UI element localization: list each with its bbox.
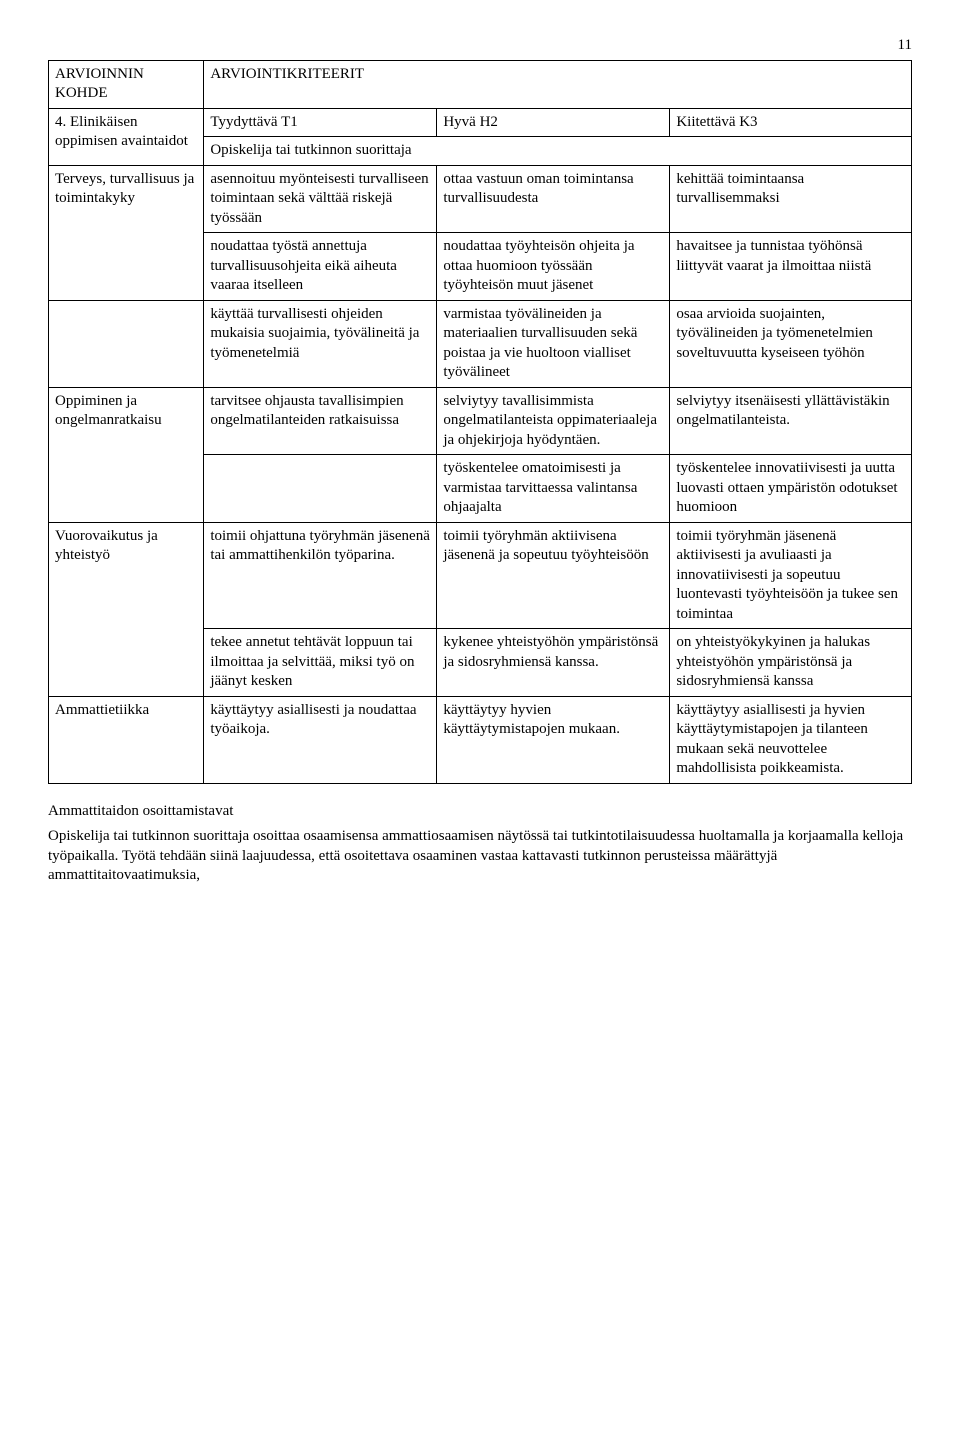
cell-k3: käyttäytyy asiallisesti ja hyvien käyttä… — [670, 696, 912, 783]
row-label: Vuorovaikutus ja yhteistyö — [49, 522, 204, 696]
level-k3: Kiitettävä K3 — [670, 108, 912, 137]
cell-k3: on yhteistyökykyinen ja halukas yhteisty… — [670, 629, 912, 697]
cell-h2: työskentelee omatoimisesti ja varmistaa … — [437, 455, 670, 523]
cell-h2: kykenee yhteistyöhön ympäristönsä ja sid… — [437, 629, 670, 697]
cell-t1: noudattaa työstä annettuja turvallisuuso… — [204, 233, 437, 301]
cell-h2: ottaa vastuun oman toimintansa turvallis… — [437, 165, 670, 233]
cell-k3: osaa arvioida suojainten, työvälineiden … — [670, 300, 912, 387]
cell-t1 — [204, 455, 437, 523]
section-title: 4. Elinikäisen oppimisen avaintaidot — [49, 108, 204, 165]
row-label: Oppiminen ja ongelmanratkaisu — [49, 387, 204, 522]
criteria-table: ARVIOINNIN KOHDE ARVIOINTIKRITEERIT 4. E… — [48, 60, 912, 784]
cell-h2: käyttäytyy hyvien käyttäytymistapojen mu… — [437, 696, 670, 783]
row-label — [49, 300, 204, 387]
row-label: Terveys, turvallisuus ja toimintakyky — [49, 165, 204, 300]
cell-t1: tekee annetut tehtävät loppuun tai ilmoi… — [204, 629, 437, 697]
cell-t1: asennoituu myönteisesti turvalliseen toi… — [204, 165, 437, 233]
cell-k3: havaitsee ja tunnistaa työhönsä liittyvä… — [670, 233, 912, 301]
level-t1: Tyydyttävä T1 — [204, 108, 437, 137]
header-left: ARVIOINNIN KOHDE — [49, 60, 204, 108]
row-label: Ammattietiikka — [49, 696, 204, 783]
cell-k3: työskentelee innovatiivisesti ja uutta l… — [670, 455, 912, 523]
table-levels-row: 4. Elinikäisen oppimisen avaintaidot Tyy… — [49, 108, 912, 137]
table-row: Ammattietiikka käyttäytyy asiallisesti j… — [49, 696, 912, 783]
table-row: Vuorovaikutus ja yhteistyö toimii ohjatt… — [49, 522, 912, 629]
body-text: Ammattitaidon osoittamistavat Opiskelija… — [48, 802, 912, 886]
cell-t1: käyttää turvallisesti ohjeiden mukaisia … — [204, 300, 437, 387]
table-header-row: ARVIOINNIN KOHDE ARVIOINTIKRITEERIT — [49, 60, 912, 108]
table-row: Terveys, turvallisuus ja toimintakyky as… — [49, 165, 912, 233]
body-heading: Ammattitaidon osoittamistavat — [48, 802, 912, 822]
cell-h2: varmistaa työvälineiden ja materiaalien … — [437, 300, 670, 387]
table-row: käyttää turvallisesti ohjeiden mukaisia … — [49, 300, 912, 387]
subtitle: Opiskelija tai tutkinnon suorittaja — [204, 137, 912, 166]
body-paragraph: Opiskelija tai tutkinnon suorittaja osoi… — [48, 827, 912, 886]
page-number: 11 — [48, 36, 912, 56]
cell-k3: selviytyy itsenäisesti yllättävistäkin o… — [670, 387, 912, 455]
table-row: Oppiminen ja ongelmanratkaisu tarvitsee … — [49, 387, 912, 455]
cell-t1: käyttäytyy asiallisesti ja noudattaa työ… — [204, 696, 437, 783]
cell-t1: toimii ohjattuna työryhmän jäsenenä tai … — [204, 522, 437, 629]
cell-k3: kehittää toimintaansa turvallisemmaksi — [670, 165, 912, 233]
header-right: ARVIOINTIKRITEERIT — [204, 60, 912, 108]
cell-h2: selviytyy tavallisimmista ongelmatilante… — [437, 387, 670, 455]
cell-t1: tarvitsee ohjausta tavallisimpien ongelm… — [204, 387, 437, 455]
cell-h2: toimii työryhmän aktiivisena jäsenenä ja… — [437, 522, 670, 629]
cell-k3: toimii työryhmän jäsenenä aktiivisesti j… — [670, 522, 912, 629]
level-h2: Hyvä H2 — [437, 108, 670, 137]
cell-h2: noudattaa työyhteisön ohjeita ja ottaa h… — [437, 233, 670, 301]
